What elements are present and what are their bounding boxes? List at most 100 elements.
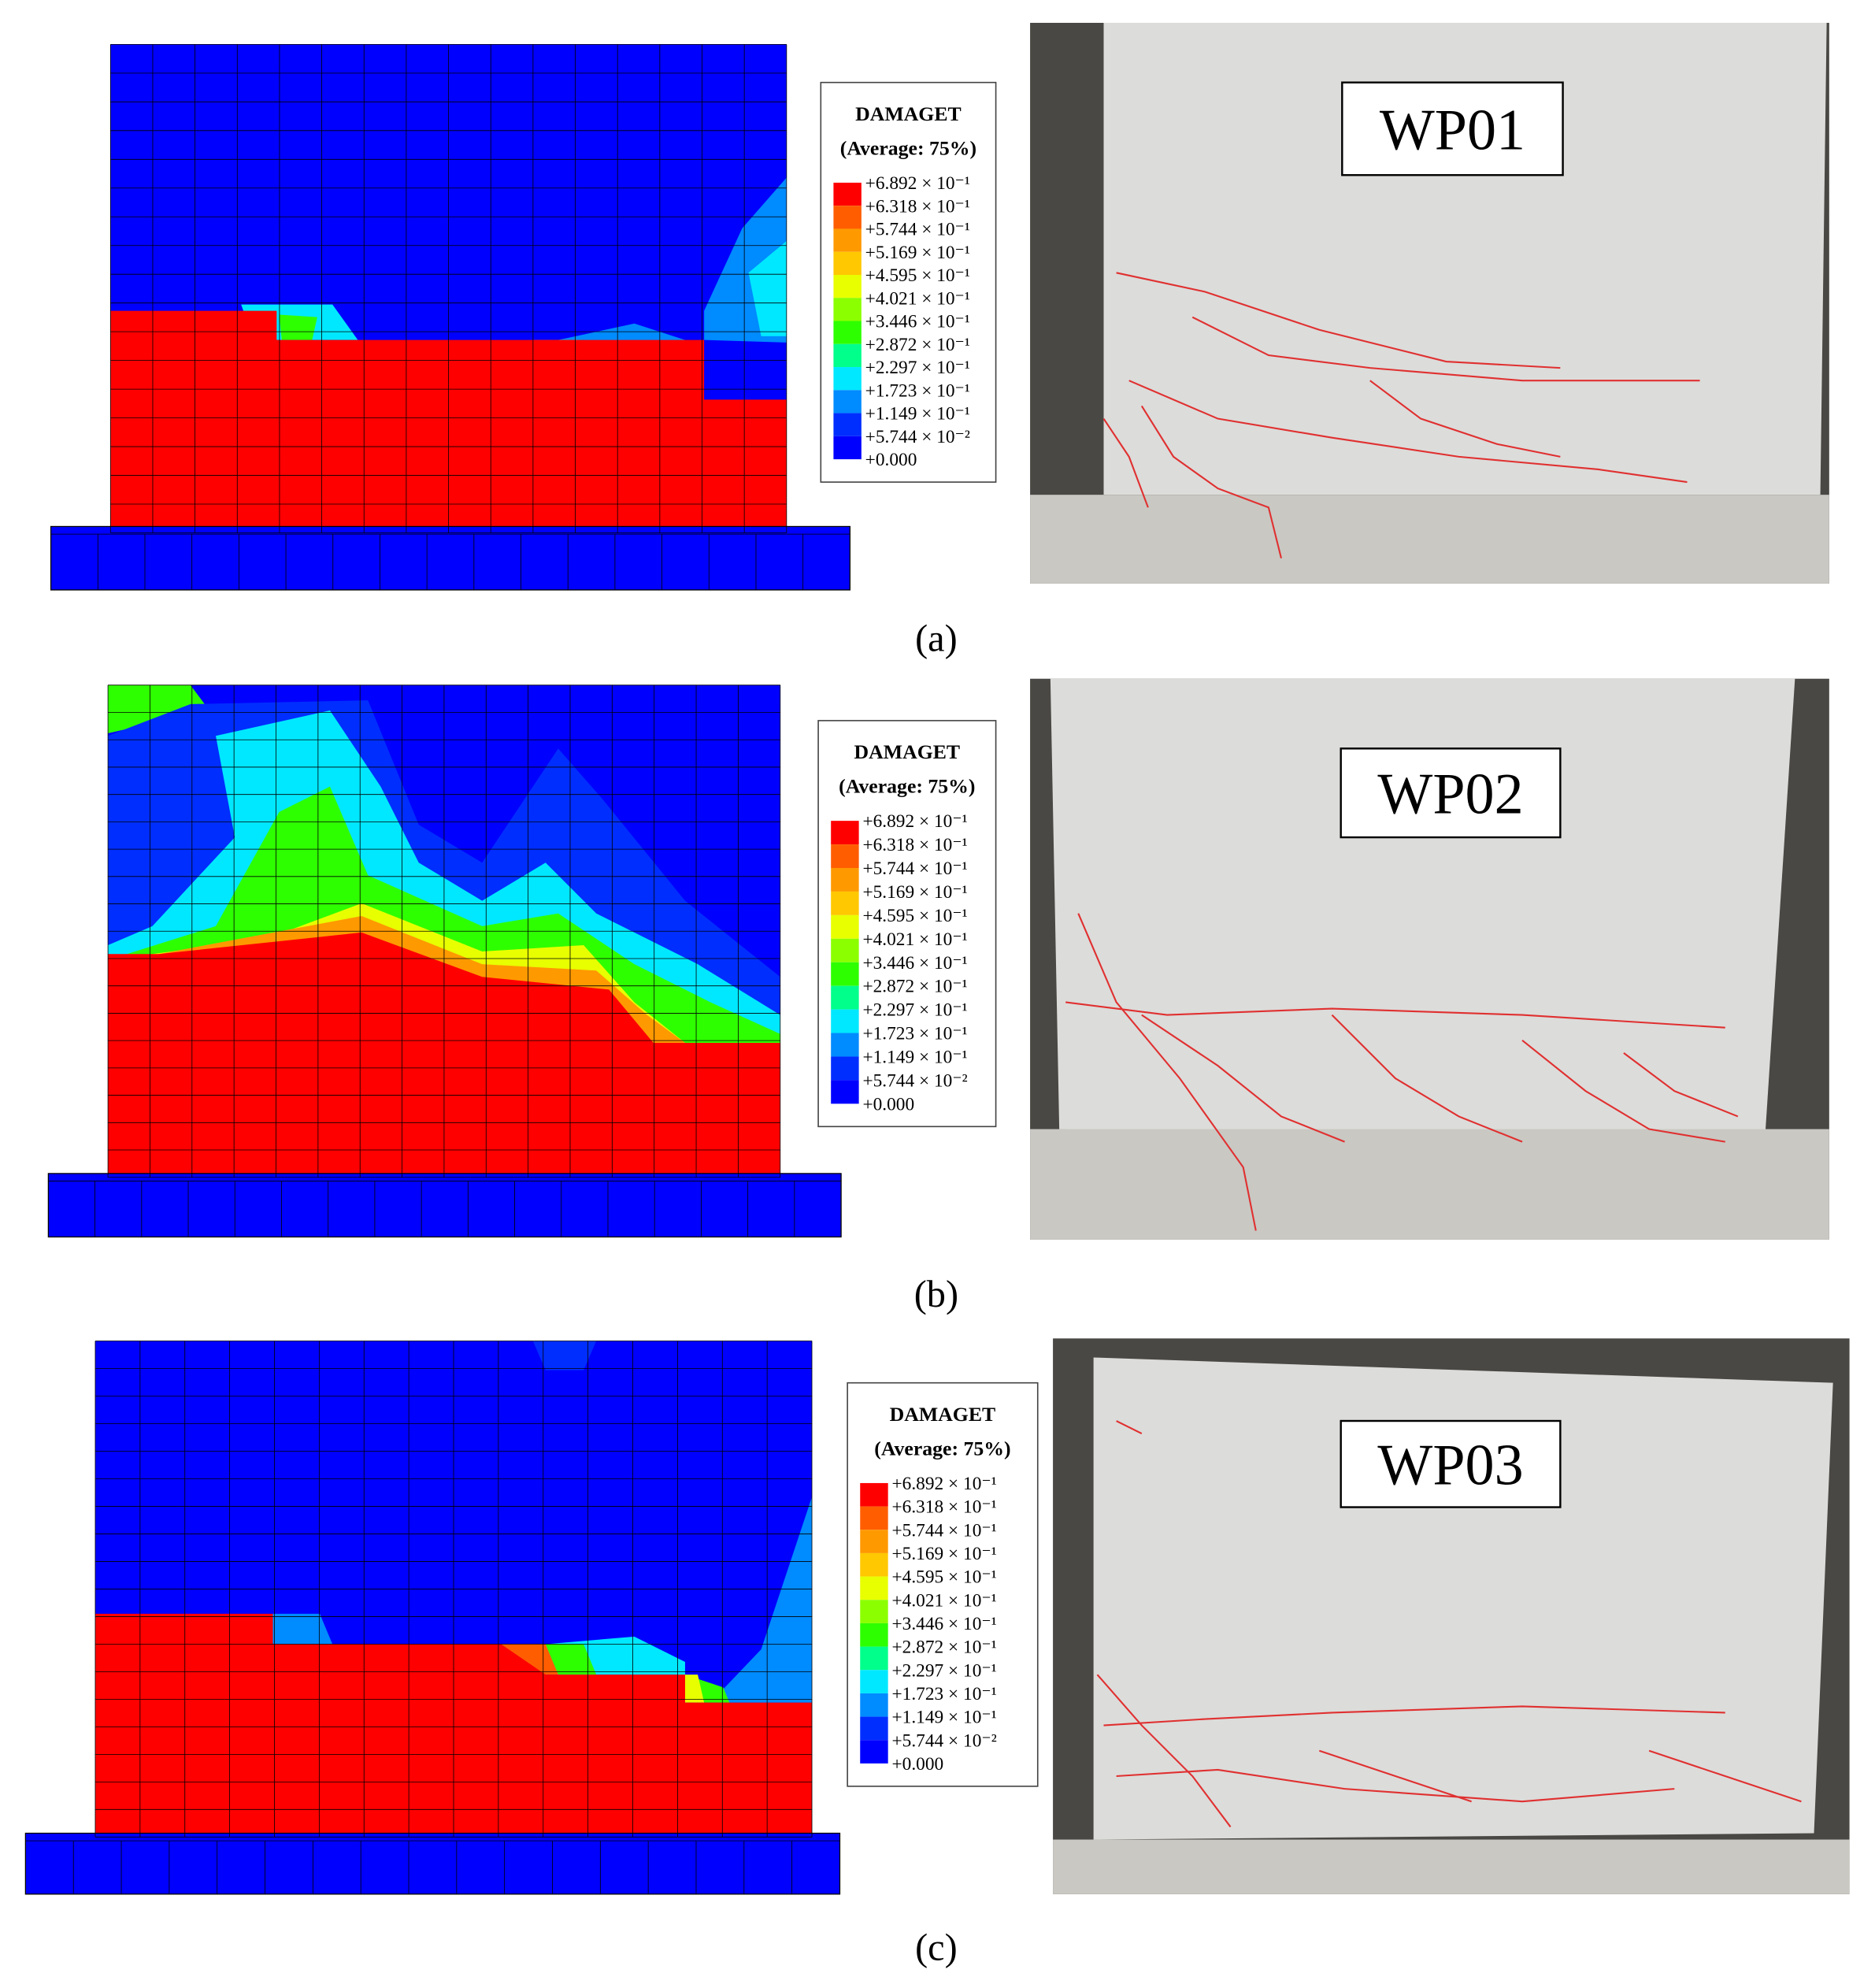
legend-swatch [833, 390, 862, 414]
legend-label: +6.318 × 10⁻¹ [862, 835, 967, 855]
crack-line [1077, 913, 1257, 1231]
legend-label: +1.149 × 10⁻¹ [892, 1708, 997, 1728]
panel: DAMAGET (Average: 75%) +6.892 × 10⁻¹ +6.318… [47, 678, 1829, 1315]
damage-contour [710, 1497, 813, 1703]
legend-swatch [833, 321, 862, 344]
legend-swatch [831, 1080, 859, 1104]
legend-label: +6.892 × 10⁻¹ [862, 811, 967, 832]
crack-line [1065, 1001, 1725, 1029]
legend-swatch [831, 1033, 859, 1057]
crack-line [1116, 1768, 1675, 1803]
crack-line [1331, 1014, 1523, 1143]
crack-line [1116, 272, 1561, 369]
legend-label: +3.446 × 10⁻¹ [865, 312, 970, 332]
damage-contour [545, 1644, 597, 1675]
legend-label: +4.595 × 10⁻¹ [892, 1567, 997, 1588]
crack-line [1116, 1420, 1143, 1435]
legend-swatch [831, 938, 859, 962]
damage-contour [748, 241, 787, 336]
legend-swatch [860, 1576, 888, 1600]
crack-line [1103, 1705, 1725, 1727]
legend-swatch [860, 1693, 888, 1717]
legend-swatch [860, 1646, 888, 1671]
legend-swatch [831, 962, 859, 986]
crack-line [1141, 1014, 1345, 1143]
legend-label: +5.744 × 10⁻¹ [862, 859, 967, 879]
panel-caption: (a) [915, 618, 958, 659]
legend-swatch [860, 1670, 888, 1693]
legend-label: +1.149 × 10⁻¹ [865, 404, 970, 425]
legend-swatch [833, 298, 862, 321]
legend-label: +5.744 × 10⁻¹ [865, 220, 970, 240]
fe-base [47, 1173, 842, 1238]
legend-label: +5.744 × 10⁻¹ [892, 1520, 997, 1541]
legend-swatch [833, 413, 862, 436]
legend-label: +2.872 × 10⁻¹ [862, 977, 967, 997]
crack-line [1648, 1749, 1802, 1803]
legend-swatch [833, 206, 862, 229]
legend-swatch [831, 1009, 859, 1033]
photo-footing [1030, 1129, 1829, 1240]
legend-swatch [831, 985, 859, 1010]
photo-wall [1093, 1357, 1833, 1840]
legend-swatch [860, 1623, 888, 1647]
legend-label: +2.872 × 10⁻¹ [865, 335, 970, 355]
legend-swatch [833, 228, 862, 252]
legend-label: +1.723 × 10⁻¹ [862, 1024, 967, 1044]
legend-swatch [833, 251, 862, 275]
legend-label: +2.872 × 10⁻¹ [892, 1638, 997, 1658]
panel-caption: (b) [914, 1274, 958, 1315]
legend-swatch [831, 868, 859, 892]
photo-wall [1103, 22, 1827, 495]
legend-swatch [831, 914, 859, 939]
crack-line [1128, 380, 1688, 484]
specimen-tag [1340, 747, 1562, 839]
legend-label: +4.021 × 10⁻¹ [892, 1590, 997, 1611]
legend-swatch [860, 1740, 888, 1764]
legend-swatch [831, 1056, 859, 1081]
photo-wall [1050, 678, 1795, 1165]
specimen-label: WP01 [1380, 98, 1525, 162]
legend-label: +1.723 × 10⁻¹ [865, 380, 970, 401]
damage-contour [108, 684, 209, 733]
legend-swatch [831, 821, 859, 845]
legend-label: +4.021 × 10⁻¹ [862, 929, 967, 950]
legend-subtitle: (Average: 75%) [840, 137, 976, 160]
crack-line [1140, 405, 1283, 558]
legend-swatch [860, 1530, 888, 1553]
crack-line [1096, 1674, 1232, 1828]
crack-line [1369, 380, 1561, 458]
legend-subtitle: (Average: 75%) [874, 1437, 1010, 1459]
legend-label: +3.446 × 10⁻¹ [892, 1614, 997, 1634]
legend-swatch [831, 891, 859, 915]
legend-label: +0.000 [862, 1094, 914, 1115]
legend-swatch [860, 1600, 888, 1623]
crack-line [1191, 316, 1700, 382]
specimen-label: WP03 [1377, 1434, 1523, 1498]
crack-line [1521, 1039, 1725, 1143]
legend-swatch [833, 274, 862, 299]
legend-swatch [860, 1506, 888, 1530]
legend-label: +6.892 × 10⁻¹ [865, 173, 970, 194]
legend-subtitle: (Average: 75%) [839, 775, 975, 798]
legend-swatch [860, 1482, 888, 1507]
legend-swatch [831, 844, 859, 869]
photo-footing [1053, 1839, 1850, 1894]
crack-line [1623, 1052, 1739, 1118]
specimen-tag [1341, 81, 1564, 176]
legend-label: +2.297 × 10⁻¹ [892, 1660, 997, 1681]
photo-footing [1030, 495, 1829, 584]
crack-line [1318, 1749, 1472, 1803]
legend-label: +6.318 × 10⁻¹ [892, 1497, 997, 1518]
specimen-tag [1340, 1419, 1562, 1508]
fe-base [50, 525, 851, 591]
legend-label: +2.297 × 10⁻¹ [865, 358, 970, 378]
damage-contour [279, 314, 317, 340]
panel-caption: (c) [915, 1927, 958, 1969]
legend-title: DAMAGET [854, 740, 961, 763]
legend-label: +4.595 × 10⁻¹ [862, 906, 967, 926]
legend-label: +4.021 × 10⁻¹ [865, 288, 970, 309]
legend-label: +4.595 × 10⁻¹ [865, 265, 970, 286]
legend-label: +0.000 [892, 1754, 944, 1775]
